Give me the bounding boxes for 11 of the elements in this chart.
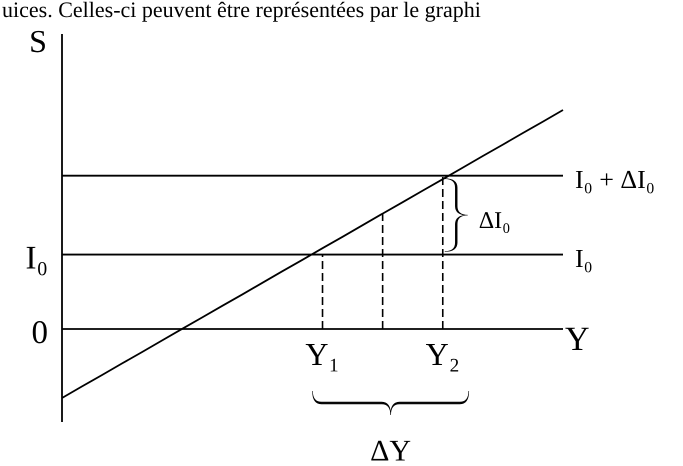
series-label: I₀ [575, 244, 593, 274]
text: I₀ [26, 240, 48, 277]
x-tick-label: Y₂ [426, 336, 460, 372]
y-axis-title: S [29, 23, 47, 59]
text: ΔY [370, 434, 412, 466]
annotation: ΔI₀ [478, 208, 511, 234]
x-tick-label: Y₁ [305, 336, 340, 372]
x-axis-title: Y [565, 321, 590, 358]
text: uices. Celles-ci peuvent être représentées par le graphi [2, 0, 481, 22]
text: 0 [32, 315, 48, 352]
series-label: I₀ + ΔI₀ [575, 165, 655, 194]
